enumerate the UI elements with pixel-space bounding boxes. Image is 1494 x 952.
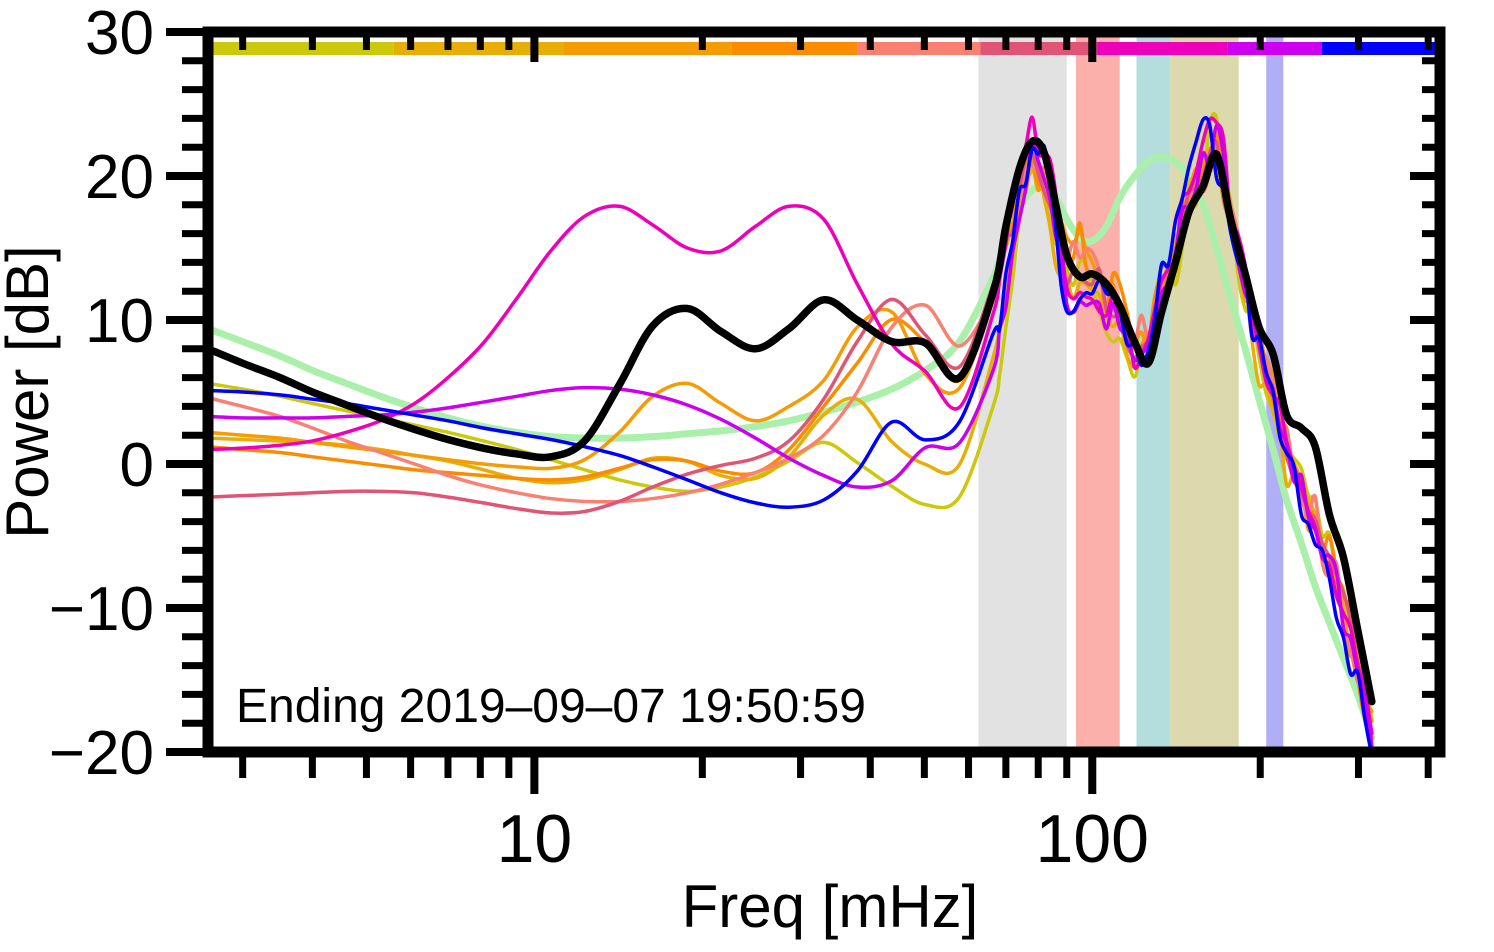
- y-tick-label: 10: [85, 287, 154, 356]
- colorbar-segment-3: [731, 42, 858, 55]
- curve-mean-spectrum: [208, 136, 1376, 706]
- band-teal: [1136, 32, 1171, 752]
- spectrum-curves: [208, 111, 1376, 752]
- x-tick-label: 100: [1036, 801, 1149, 877]
- plot-frame: [202, 26, 1446, 758]
- y-tick-label: −20: [49, 719, 154, 788]
- band-pink: [1076, 32, 1120, 752]
- curve-spectrum-blue: [208, 116, 1373, 752]
- ending-timestamp-annotation: Ending 2019–09–07 19:50:59: [236, 680, 866, 733]
- y-axis-label: Power [dB]: [0, 245, 61, 538]
- colorbar-segment-0: [208, 42, 394, 55]
- y-tick-label: 0: [120, 431, 154, 500]
- band-gray: [978, 32, 1067, 752]
- colorbar-segment-2: [563, 42, 732, 55]
- colorbar-segment-4: [857, 42, 981, 55]
- colorbar-segment-7: [1227, 42, 1322, 55]
- colorbar-segment-8: [1321, 42, 1440, 55]
- y-tick-label: 20: [85, 143, 154, 212]
- shaded-frequency-bands: [978, 32, 1284, 752]
- time-colorbar: [208, 42, 1440, 55]
- y-tick-label: 30: [85, 0, 154, 68]
- x-axis-label: Freq [mHz]: [682, 873, 979, 940]
- y-tick-label: −10: [49, 575, 154, 644]
- colorbar-segment-6: [1097, 42, 1228, 55]
- x-tick-label: 10: [497, 801, 573, 877]
